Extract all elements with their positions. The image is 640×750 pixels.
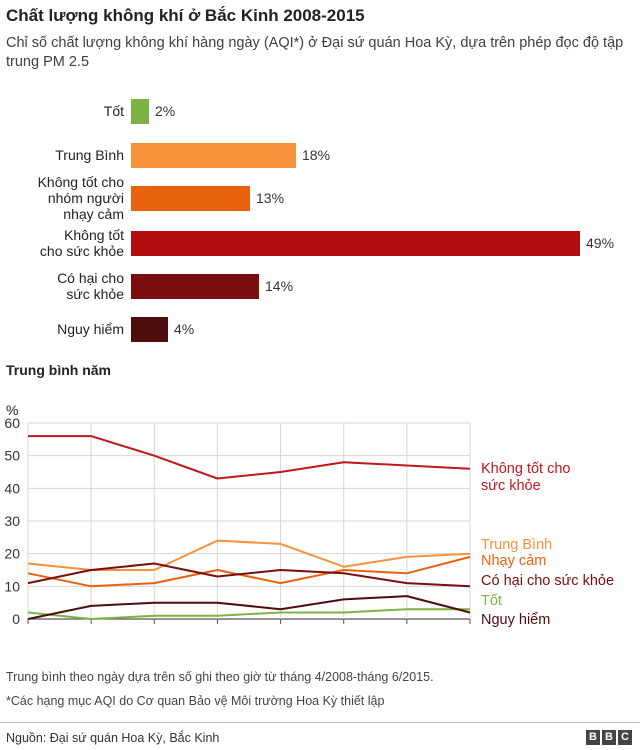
bar-category-label: Không tốt cho nhóm người nhạy cảm <box>38 174 124 222</box>
y-tick-label: 10 <box>4 578 20 594</box>
series-line <box>27 555 471 588</box>
series-label-line: sức khỏe <box>481 478 541 494</box>
bar-category-label: Tốt <box>104 103 124 119</box>
bar-value-label: 2% <box>155 103 176 119</box>
bar-value-label: 4% <box>174 321 195 337</box>
x-tick-label: 2009 <box>76 632 107 635</box>
bar-category-label-line: nhạy cảm <box>63 206 124 222</box>
series-label: Trung Bình <box>481 537 552 554</box>
y-tick-label: 0 <box>12 611 20 627</box>
bar-category-label-line: Tốt <box>103 103 124 119</box>
chart-subtitle: Chỉ số chất lượng không khí hàng ngày (A… <box>6 35 624 70</box>
x-tick-label: 2012 <box>265 632 296 635</box>
y-axis-unit-label: % <box>6 402 18 418</box>
series-label-line: Trung Bình <box>481 537 553 553</box>
bar <box>131 274 259 299</box>
y-tick-label: 20 <box>4 546 20 562</box>
bar-value-label: 14% <box>265 278 294 294</box>
bar-category-label: Không tốt cho sức khỏe <box>40 227 124 259</box>
series-label: Nhạy cảm <box>481 553 546 570</box>
bbc-logo-letter: B <box>602 730 616 745</box>
series-label-line: Tốt <box>481 593 502 609</box>
line-chart-title: Trung bình năm <box>6 362 111 378</box>
bar-category-label-line: Có hại cho <box>57 270 124 286</box>
bar-category-label-line: cho sức khỏe <box>39 243 124 259</box>
bar <box>131 99 149 124</box>
series-label-line: Nhạy cảm <box>481 553 547 569</box>
bar <box>131 231 580 256</box>
x-tick-label: 2008 <box>12 632 43 635</box>
series-line <box>28 435 471 480</box>
bbc-logo-letter: C <box>618 730 632 745</box>
series-label-line: Nguy hiểm <box>481 612 551 628</box>
bar-category-label-line: Trung Bình <box>55 147 124 163</box>
bar <box>131 186 250 211</box>
x-tick-label: 2014 <box>391 632 422 635</box>
bbc-logo-letter: B <box>586 730 600 745</box>
bar-category-label-line: nhóm người <box>47 190 124 206</box>
line-chart: % 0 10 20 30 40 50 60 2008 2009 2010 2011 2012 2013 20… <box>4 402 485 635</box>
bar-category-label: Có hại cho sức khỏe <box>57 270 124 302</box>
y-tick-label: 50 <box>4 448 20 464</box>
bar-category-label-line: Không tốt cho <box>37 174 124 190</box>
bar-value-label: 13% <box>256 190 285 206</box>
y-tick-label: 40 <box>4 480 20 496</box>
footer-divider <box>0 722 640 723</box>
series-label: Có hại cho sức khỏe <box>481 573 614 590</box>
x-tick-label: 2015 <box>454 632 485 635</box>
footnote-aqi: *Các hạng mục AQI do Cơ quan Bảo vệ Môi … <box>6 694 385 708</box>
bar-category-label: Nguy hiểm <box>57 321 124 337</box>
bar-category-label-line: Không tốt <box>64 227 124 243</box>
series-label: Tốt <box>481 593 502 610</box>
bar <box>131 143 296 168</box>
series-line <box>27 539 471 571</box>
y-tick-label: 30 <box>4 513 20 529</box>
source-text: Nguồn: Đại sứ quán Hoa Kỳ, Bắc Kinh <box>6 731 220 745</box>
bar-category-label-line: sức khỏe <box>66 286 124 302</box>
bar <box>131 317 168 342</box>
series-line <box>27 608 470 620</box>
bar-value-label: 49% <box>586 235 615 251</box>
bar-category-label-line: Nguy hiểm <box>57 321 124 337</box>
series-label-line: Có hại cho sức khỏe <box>481 573 615 589</box>
series-line <box>27 595 471 620</box>
bbc-logo: B B C <box>586 730 632 745</box>
footnote-period: Trung bình theo ngày dựa trên số ghi the… <box>6 670 434 684</box>
y-tick-label: 60 <box>4 415 20 431</box>
series-label: Không tốt cho sức khỏe <box>481 461 571 495</box>
series-label-line: Không tốt cho <box>481 461 571 477</box>
bar-value-label: 18% <box>302 147 331 163</box>
series-label: Nguy hiểm <box>481 612 550 629</box>
chart-title: Chất lượng không khí ở Bắc Kinh 2008-201… <box>6 6 365 25</box>
x-tick-label: 2011 <box>202 632 232 635</box>
series-line <box>27 562 471 588</box>
x-tick-label: 2010 <box>139 632 170 635</box>
bar-category-label: Trung Bình <box>55 147 124 163</box>
x-tick-label: 2013 <box>328 632 359 635</box>
